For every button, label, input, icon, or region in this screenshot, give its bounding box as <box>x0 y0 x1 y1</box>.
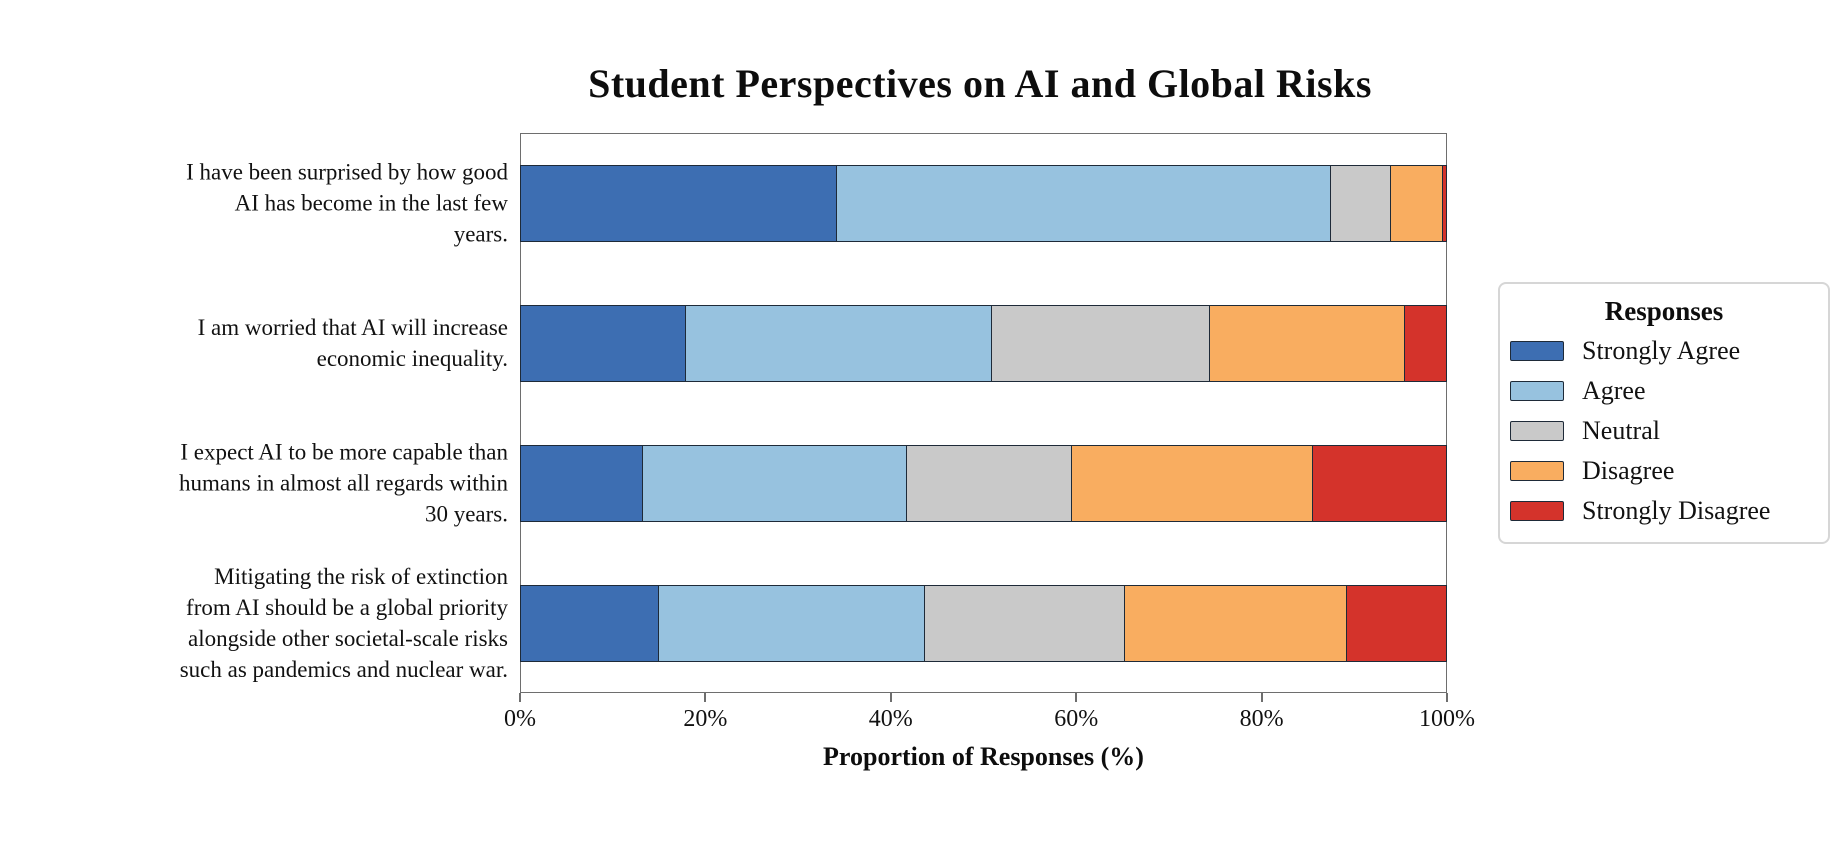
legend-item-label: Strongly Agree <box>1582 336 1741 365</box>
legend-item: Agree <box>1500 371 1828 411</box>
chart-title: Student Perspectives on AI and Global Ri… <box>588 61 1372 106</box>
legend-item-label: Neutral <box>1582 416 1660 445</box>
x-tick-mark <box>1446 693 1448 702</box>
x-tick-label: 80% <box>1239 706 1284 732</box>
category-label: I am worried that AI will increase econo… <box>197 315 508 371</box>
bar-segment <box>520 584 660 662</box>
legend-swatch <box>1510 501 1564 521</box>
x-tick-label: 0% <box>504 706 536 732</box>
legend-item: Strongly Agree <box>1500 331 1828 371</box>
bar-segment <box>1123 584 1348 662</box>
bar-segment <box>641 444 908 522</box>
bar-segment <box>520 164 838 242</box>
legend-item-label: Agree <box>1582 376 1646 405</box>
x-tick-label: 60% <box>1054 706 1099 732</box>
bar-segment <box>1389 164 1444 242</box>
legend-swatch <box>1510 461 1564 481</box>
legend-item: Neutral <box>1500 411 1828 451</box>
legend-item: Strongly Disagree <box>1500 491 1828 531</box>
legend-title: Responses <box>1604 296 1724 326</box>
legend-item-label: Strongly Disagree <box>1582 496 1771 525</box>
bar-segment <box>991 304 1211 382</box>
legend-swatch <box>1510 381 1564 401</box>
legend-swatch <box>1510 421 1564 441</box>
bar-segment <box>1070 444 1314 522</box>
legend-swatch <box>1510 341 1564 361</box>
bar-segment <box>1346 584 1447 662</box>
bar-segment <box>905 444 1073 522</box>
bar-segment <box>658 584 927 662</box>
bar-segment <box>1209 304 1406 382</box>
bar-segment <box>924 584 1126 662</box>
x-tick-mark <box>519 693 521 702</box>
bar-segment <box>1441 164 1447 242</box>
bar-segment <box>1329 164 1392 242</box>
bar-segment <box>1311 444 1447 522</box>
x-tick-label: 40% <box>868 706 913 732</box>
x-axis-title: Proportion of Responses (%) <box>823 742 1144 771</box>
legend-item-group: Strongly Agree Agree Neutral Disagree Strong… <box>1500 331 1828 531</box>
category-label: I expect AI to be more capable than huma… <box>179 439 508 527</box>
bar-segment <box>685 304 993 382</box>
x-tick-mark <box>1075 693 1078 702</box>
legend-item-label: Disagree <box>1582 456 1675 485</box>
bar-segment <box>520 304 687 382</box>
x-tick-mark <box>1260 693 1263 702</box>
legend-item: Disagree <box>1500 451 1828 491</box>
x-tick-label: 100% <box>1419 706 1475 732</box>
x-tick-label: 20% <box>683 706 728 732</box>
x-tick-mark <box>704 693 707 702</box>
bar-segment <box>836 164 1332 242</box>
legend: Responses Strongly Agree Agree Neutral Disa… <box>1498 282 1830 544</box>
x-tick-mark <box>889 693 892 702</box>
category-label: Mitigating the risk of extinction from A… <box>179 564 508 682</box>
bar-segment <box>520 444 644 522</box>
bar-segment <box>1403 304 1447 382</box>
category-label: I have been surprised by how good AI has… <box>186 159 508 247</box>
